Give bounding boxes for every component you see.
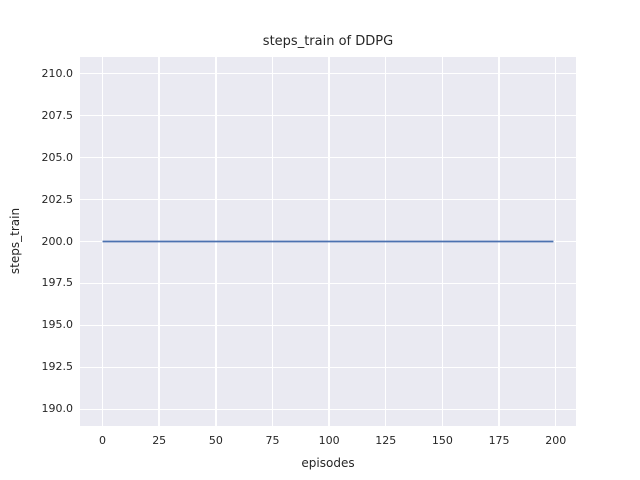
y-tick-label: 200.0 bbox=[41, 234, 74, 248]
y-tick-label: 202.5 bbox=[41, 192, 74, 206]
y-gridline bbox=[80, 324, 576, 327]
plot-area bbox=[80, 57, 576, 426]
y-gridline bbox=[80, 408, 576, 410]
x-tick-label: 50 bbox=[208, 434, 223, 447]
series-layer bbox=[102, 240, 554, 243]
x-axis-label: episodes bbox=[301, 456, 355, 470]
chart-title: steps_train of DDPG bbox=[262, 34, 394, 49]
x-tick-label: 150 bbox=[431, 434, 453, 447]
y-tick-label: 205.0 bbox=[41, 150, 74, 164]
x-tick-label: 75 bbox=[265, 434, 280, 447]
y-gridline bbox=[80, 282, 576, 285]
x-tick-label: 200 bbox=[545, 434, 567, 447]
y-gridline bbox=[80, 198, 576, 201]
y-tick-label: 195.0 bbox=[41, 318, 74, 332]
y-tick-label: 190.0 bbox=[41, 402, 74, 416]
y-gridline bbox=[80, 115, 576, 117]
y-tick-label: 192.5 bbox=[41, 360, 74, 374]
x-tick-label: 25 bbox=[152, 434, 167, 447]
y-tick-label: 210.0 bbox=[41, 66, 74, 80]
y-gridline bbox=[80, 73, 576, 75]
y-tick-label: 197.5 bbox=[41, 276, 74, 290]
x-tick-label: 125 bbox=[375, 434, 397, 447]
x-tick-label: 100 bbox=[318, 434, 340, 447]
x-tick-label: 175 bbox=[488, 434, 510, 447]
x-tick-label: 0 bbox=[99, 434, 107, 447]
y-gridline bbox=[80, 156, 576, 159]
y-tick-label: 207.5 bbox=[41, 108, 74, 122]
y-gridline bbox=[80, 366, 576, 368]
